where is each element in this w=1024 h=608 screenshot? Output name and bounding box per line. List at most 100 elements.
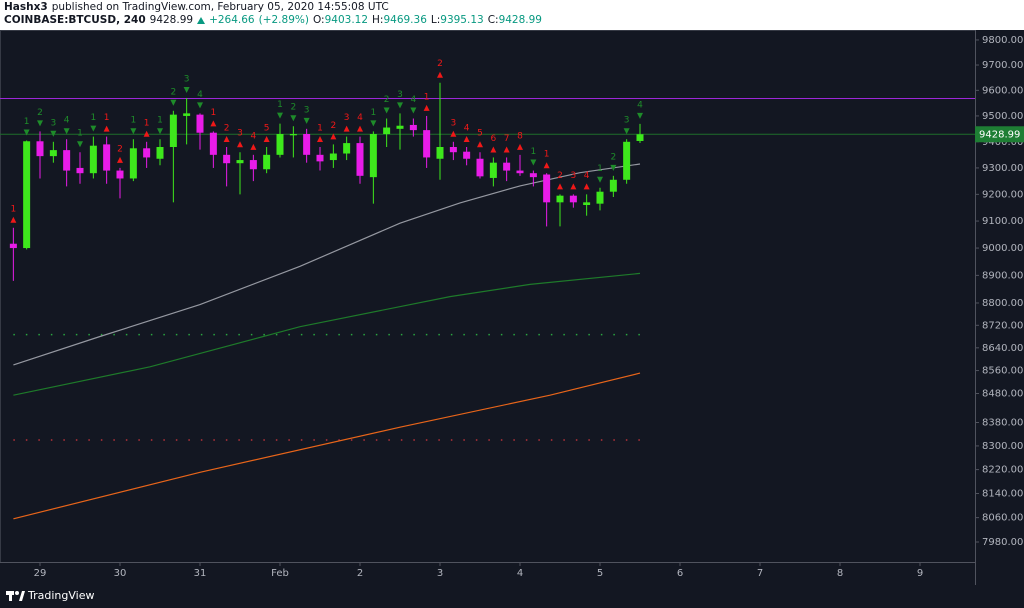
last-price: 9428.99 — [149, 14, 194, 26]
candle-body — [63, 150, 71, 171]
y-tick-label: 8480.00 — [982, 388, 1023, 399]
candle-body — [249, 160, 257, 170]
td-count: 1 — [104, 113, 110, 123]
td-arrow — [450, 130, 457, 137]
candle-body — [343, 143, 351, 154]
td-arrow — [423, 104, 430, 111]
header-line-2: COINBASE:BTCUSD, 240 9428.99 +264.66 (+2… — [4, 14, 1024, 27]
td-arrow — [637, 112, 643, 119]
y-tick-label: 8900.00 — [982, 270, 1023, 281]
td-arrow — [370, 120, 377, 127]
x-tick-label: 31 — [194, 568, 207, 579]
td-count: 2 — [557, 171, 563, 181]
td-arrow — [117, 156, 123, 163]
td-arrow — [290, 115, 297, 122]
author: Hashx3 — [4, 1, 48, 13]
x-tick-label: 9 — [917, 568, 923, 579]
td-arrow — [183, 86, 190, 93]
td-count: 4 — [410, 95, 416, 105]
published: published on TradingView.com, February 0… — [51, 1, 389, 13]
ohlc-field: L:9395.13 — [431, 14, 484, 27]
candle-body — [623, 141, 631, 180]
field-label: H: — [372, 14, 384, 26]
td-arrow — [277, 112, 283, 119]
td-arrow — [63, 128, 70, 135]
candle-body — [89, 145, 97, 174]
candle-body — [36, 141, 44, 157]
td-arrow — [357, 125, 363, 132]
field-value: 9469.36 — [383, 14, 427, 26]
candle-body — [276, 134, 284, 155]
td-arrow — [197, 102, 203, 109]
y-tick-label: 9200.00 — [982, 189, 1023, 200]
candle-body — [9, 243, 17, 249]
y-tick-label: 8300.00 — [982, 441, 1023, 452]
td-arrow — [90, 125, 97, 132]
candle-body — [263, 154, 271, 170]
y-tick-label: 9800.00 — [982, 35, 1023, 46]
candle-body — [556, 195, 564, 203]
moving-average — [13, 372, 641, 520]
candle-body — [23, 141, 31, 249]
brand-logo — [6, 591, 25, 601]
y-tick-label: 9000.00 — [982, 243, 1023, 254]
td-arrow — [330, 133, 337, 140]
candle-body — [183, 113, 191, 116]
candle-body — [143, 148, 151, 158]
td-arrow — [610, 164, 617, 171]
td-count: 1 — [544, 150, 550, 160]
candle-body — [356, 143, 364, 176]
brand: TradingView — [27, 589, 94, 602]
td-count: 4 — [357, 113, 363, 123]
candle-body — [609, 179, 617, 192]
price-tag-label: 9428.99 — [979, 129, 1020, 140]
td-count: 4 — [250, 131, 256, 141]
td-count: 3 — [624, 116, 630, 126]
ohlc-field: O:9403.12 — [313, 14, 368, 27]
y-tick-label: 8140.00 — [982, 488, 1023, 499]
td-arrow — [530, 159, 537, 166]
x-tick-label: 8 — [837, 568, 843, 579]
y-tick-label: 9100.00 — [982, 216, 1023, 227]
y-tick-label: 9500.00 — [982, 111, 1023, 122]
td-arrow — [317, 135, 323, 142]
td-arrow — [477, 141, 483, 148]
td-count: 3 — [50, 118, 56, 128]
candle-body — [76, 167, 84, 174]
x-tick-label: 6 — [677, 568, 683, 579]
td-arrow — [143, 130, 150, 137]
change-pct: (+2.89%) — [258, 14, 309, 26]
y-tick-label: 8380.00 — [982, 417, 1023, 428]
td-arrow — [623, 128, 630, 135]
td-count: 2 — [610, 152, 616, 162]
td-arrow — [170, 99, 177, 106]
td-arrow — [210, 120, 217, 127]
candle-body — [383, 127, 391, 135]
td-count: 3 — [450, 118, 456, 128]
td-count: 1 — [424, 92, 430, 102]
td-count: 6 — [490, 134, 496, 144]
td-count: 8 — [517, 131, 523, 141]
td-arrow — [583, 183, 590, 190]
td-count: 1 — [10, 204, 16, 214]
field-label: O: — [312, 14, 325, 26]
candle-body — [543, 174, 551, 203]
td-arrow — [103, 125, 110, 132]
up-arrow — [197, 17, 206, 24]
td-count: 2 — [437, 59, 443, 69]
td-arrow — [597, 176, 603, 183]
candle-body — [103, 144, 111, 171]
candle-body — [223, 154, 231, 164]
candle-body — [49, 150, 57, 157]
td-count: 2 — [37, 108, 43, 118]
y-tick-label: 7980.00 — [982, 537, 1023, 548]
symbol: COINBASE:BTCUSD, 240 — [4, 14, 146, 26]
candle-body — [529, 173, 537, 178]
td-count: 4 — [464, 123, 470, 133]
candle-body — [409, 124, 417, 131]
td-count: 4 — [584, 171, 590, 181]
td-count: 4 — [197, 90, 203, 100]
td-arrow — [77, 141, 83, 148]
